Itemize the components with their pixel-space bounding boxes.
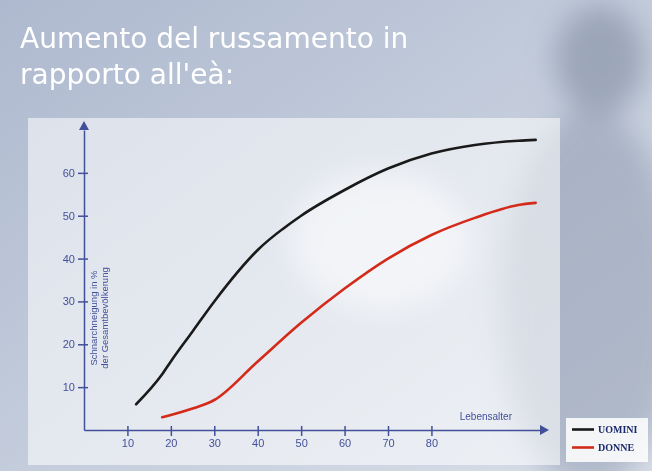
x-tick: 50 <box>296 426 308 449</box>
x-tick-label: 20 <box>165 437 177 449</box>
y-tick-label: 20 <box>63 338 75 350</box>
x-tick-label: 70 <box>382 437 394 449</box>
x-tick-mark <box>301 426 303 436</box>
background <box>0 0 652 471</box>
series-line <box>162 203 535 417</box>
legend-label: DONNE <box>598 442 634 453</box>
x-tick-mark <box>388 426 390 436</box>
x-tick: 10 <box>122 426 134 449</box>
figure-head <box>555 5 645 115</box>
legend-swatch <box>572 446 594 449</box>
y-tick-label: 30 <box>63 295 75 307</box>
y-tick-label: 40 <box>63 253 75 265</box>
chart: Aumento del russamento inrapporto all'eà… <box>0 0 652 471</box>
y-tick-mark <box>78 301 88 303</box>
text-line: Schnarchneigung in % <box>88 270 99 366</box>
x-tick-mark <box>127 426 129 436</box>
y-tick-label: 50 <box>63 210 75 222</box>
x-tick-mark <box>344 426 346 436</box>
text-line: der Gesamtbevölkerung <box>99 267 110 368</box>
y-tick: 20 <box>63 338 88 350</box>
x-tick-mark <box>171 426 173 436</box>
x-axis-arrow <box>540 425 549 435</box>
y-axis-arrow <box>79 121 89 130</box>
x-tick: 30 <box>209 426 221 449</box>
legend: UOMINI DONNE <box>566 418 648 462</box>
x-tick-label: 30 <box>209 437 221 449</box>
x-tick-label: 50 <box>296 437 308 449</box>
y-tick: 10 <box>63 381 88 393</box>
x-tick: 40 <box>252 426 264 449</box>
y-tick: 50 <box>63 210 88 222</box>
chart-title: Aumento del russamento inrapporto all'eà… <box>20 22 408 91</box>
y-tick-mark <box>78 344 88 346</box>
x-tick: 80 <box>426 426 438 449</box>
x-tick: 60 <box>339 426 351 449</box>
y-tick-mark <box>78 258 88 260</box>
x-tick-mark <box>431 426 433 436</box>
y-axis-title: Schnarchneigung in %der Gesamtbevölkerun… <box>88 267 110 368</box>
series-line <box>136 140 536 404</box>
text-line: Aumento del russamento in <box>20 22 408 55</box>
y-tick-mark <box>78 215 88 217</box>
plot-panel <box>28 118 560 465</box>
y-tick: 60 <box>63 167 88 179</box>
y-tick-label: 10 <box>63 381 75 393</box>
x-axis-title: Lebensalter <box>460 411 513 422</box>
legend-label: UOMINI <box>598 424 638 435</box>
x-tick-mark <box>257 426 259 436</box>
x-tick-label: 10 <box>122 437 134 449</box>
x-axis-line <box>85 430 541 432</box>
plot-marks <box>136 140 536 417</box>
y-tick-mark <box>78 173 88 175</box>
x-tick: 70 <box>382 426 394 449</box>
y-tick: 30 <box>63 295 88 307</box>
y-tick-mark <box>78 387 88 389</box>
legend-background <box>566 418 648 462</box>
x-tick: 20 <box>165 426 177 449</box>
legend-swatch <box>572 428 594 431</box>
text-line: rapporto all'eà: <box>20 58 234 91</box>
y-tick: 40 <box>63 253 88 265</box>
x-tick-label: 80 <box>426 437 438 449</box>
x-tick-label: 60 <box>339 437 351 449</box>
x-tick-mark <box>214 426 216 436</box>
y-axis-line <box>84 131 86 431</box>
x-axis: 10 20 30 40 50 60 70 80 <box>85 426 541 449</box>
x-tick-label: 40 <box>252 437 264 449</box>
y-axis: 10 20 30 40 50 60 <box>63 131 88 431</box>
y-tick-label: 60 <box>63 167 75 179</box>
